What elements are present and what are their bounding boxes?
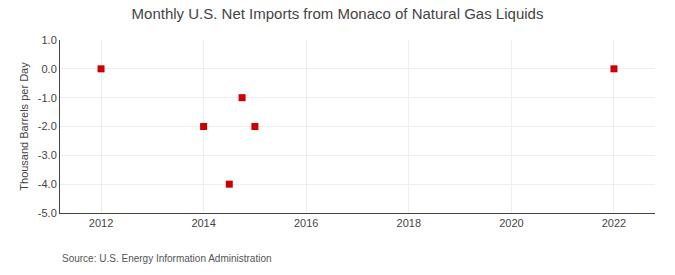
svg-text:2012: 2012: [89, 217, 113, 229]
svg-text:1.0: 1.0: [42, 34, 57, 46]
svg-text:-1.0: -1.0: [38, 92, 57, 104]
svg-text:0.0: 0.0: [42, 63, 57, 75]
svg-text:2014: 2014: [191, 217, 215, 229]
svg-text:-2.0: -2.0: [38, 120, 57, 132]
svg-text:2018: 2018: [397, 217, 421, 229]
svg-text:-3.0: -3.0: [38, 149, 57, 161]
svg-text:2016: 2016: [294, 217, 318, 229]
svg-text:-5.0: -5.0: [38, 207, 57, 219]
svg-text:2022: 2022: [602, 217, 626, 229]
svg-text:Monthly U.S. Net Imports from: Monthly U.S. Net Imports from Monaco of …: [132, 5, 544, 22]
svg-text:Thousand Barrels per Day: Thousand Barrels per Day: [18, 62, 30, 191]
svg-text:2020: 2020: [499, 217, 523, 229]
svg-text:Source: U.S. Energy Informatio: Source: U.S. Energy Information Administ…: [62, 253, 272, 264]
svg-text:-4.0: -4.0: [38, 178, 57, 190]
